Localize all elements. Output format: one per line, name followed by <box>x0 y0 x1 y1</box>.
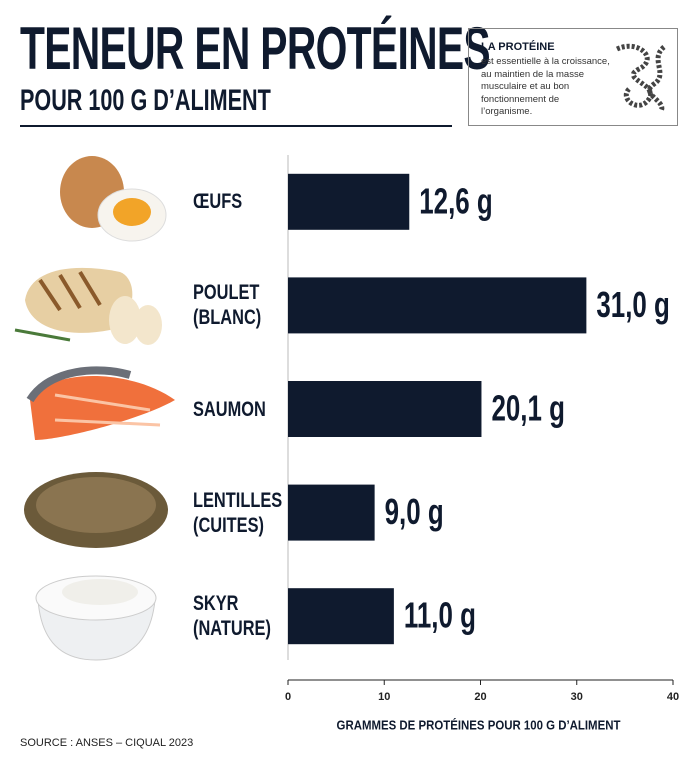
x-tick-label: 20 <box>474 691 486 703</box>
chicken-illustration <box>14 267 162 345</box>
value-label: 11,0 g <box>404 596 476 636</box>
bar <box>288 173 410 230</box>
category-label: SKYR (NATURE) <box>193 592 271 641</box>
x-axis-title: GRAMMES DE PROTÉINES POUR 100 G D’ALIMEN… <box>337 717 621 733</box>
protein-icon <box>615 43 666 113</box>
bar <box>288 484 375 541</box>
x-tick-label: 10 <box>378 691 390 703</box>
x-tick-label: 30 <box>571 691 583 703</box>
bar <box>288 381 482 437</box>
title-rule <box>20 125 452 127</box>
lentils-illustration <box>24 472 168 548</box>
salmon-illustration <box>26 366 175 440</box>
chart-subtitle: POUR 100 G D’ALIMENT <box>20 84 271 117</box>
category-label: LENTILLES (CUITES) <box>193 488 283 537</box>
source: SOURCE : ANSES – CIQUAL 2023 <box>20 737 193 749</box>
bar <box>288 277 587 334</box>
info-title: LA PROTÉINE <box>481 41 555 53</box>
x-tick-label: 40 <box>667 691 679 703</box>
category-label: ŒUFS <box>193 190 243 214</box>
bar <box>288 588 394 645</box>
value-label: 9,0 g <box>385 492 444 532</box>
chart-title: TENEUR EN PROTÉINES <box>20 15 491 82</box>
x-tick-label: 0 <box>285 691 291 703</box>
category-label: SAUMON <box>193 397 266 421</box>
category-label: POULET (BLANC) <box>193 281 262 330</box>
egg-illustration <box>60 156 167 242</box>
value-label: 20,1 g <box>491 388 564 428</box>
value-label: 31,0 g <box>596 285 669 325</box>
value-label: 12,6 g <box>419 181 492 221</box>
skyr-illustration <box>35 575 157 661</box>
info-text: est essentielle à la croissance, au main… <box>481 56 610 117</box>
info-box: LA PROTÉINE est essentielle à la croissa… <box>468 28 678 126</box>
